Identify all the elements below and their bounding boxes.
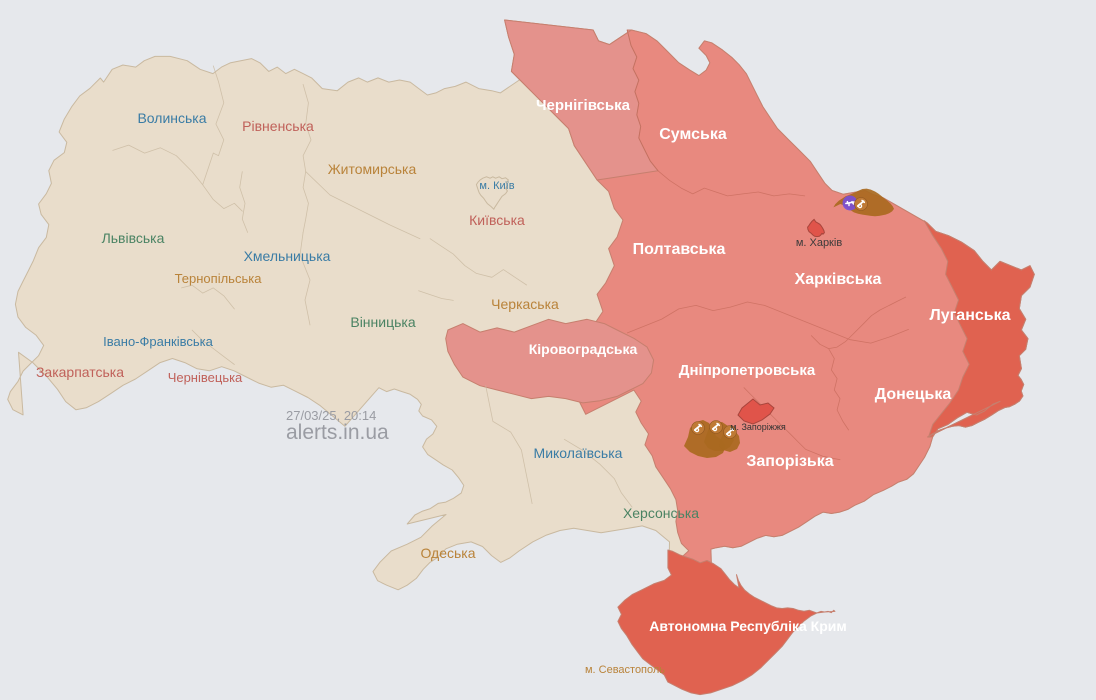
svg-text:Київська: Київська	[469, 212, 525, 228]
svg-text:Кіровоградська: Кіровоградська	[529, 341, 638, 357]
svg-text:Хмельницька: Хмельницька	[244, 248, 331, 264]
svg-text:Тернопільська: Тернопільська	[175, 271, 263, 286]
svg-text:Волинська: Волинська	[137, 110, 206, 126]
svg-text:Автономна Республіка Крим: Автономна Республіка Крим	[649, 618, 847, 634]
svg-text:Херсонська: Херсонська	[623, 505, 699, 521]
svg-text:Харківська: Харківська	[795, 271, 882, 288]
svg-text:Чернівецька: Чернівецька	[168, 370, 243, 385]
svg-text:Одеська: Одеська	[420, 545, 475, 561]
svg-text:м. Харків: м. Харків	[796, 237, 843, 249]
svg-text:м. Київ: м. Київ	[479, 180, 514, 192]
svg-text:Чернігівська: Чернігівська	[536, 97, 631, 114]
svg-text:Черкаська: Черкаська	[491, 296, 559, 312]
svg-text:Донецька: Донецька	[875, 386, 952, 403]
svg-text:Рівненська: Рівненська	[242, 118, 314, 134]
svg-text:Сумська: Сумська	[659, 126, 727, 143]
svg-text:Вінницька: Вінницька	[350, 314, 415, 330]
svg-text:alerts.in.ua: alerts.in.ua	[286, 421, 389, 444]
svg-text:Житомирська: Житомирська	[328, 161, 417, 177]
svg-text:Миколаївська: Миколаївська	[534, 445, 623, 461]
svg-text:м. Севастополь: м. Севастополь	[585, 664, 665, 676]
svg-text:Луганська: Луганська	[930, 307, 1011, 324]
svg-text:Запорізька: Запорізька	[746, 453, 833, 470]
svg-text:Закарпатська: Закарпатська	[36, 364, 124, 380]
svg-text:Львівська: Львівська	[102, 230, 165, 246]
svg-text:Полтавська: Полтавська	[633, 241, 726, 258]
svg-text:м. Запоріжжя: м. Запоріжжя	[730, 422, 786, 432]
svg-text:Дніпропетровська: Дніпропетровська	[679, 362, 816, 379]
svg-text:Івано-Франківська: Івано-Франківська	[103, 334, 213, 349]
